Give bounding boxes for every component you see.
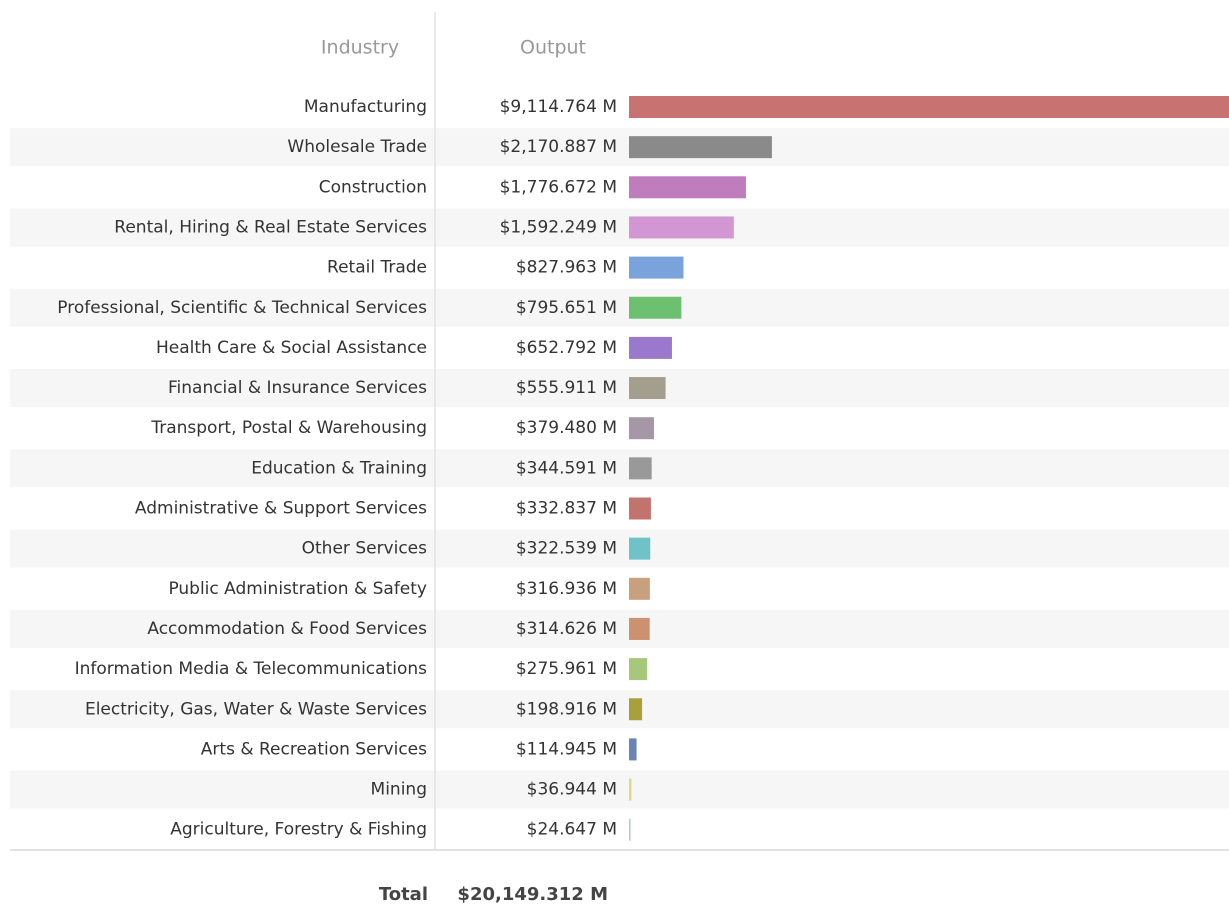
bar	[629, 457, 652, 480]
bar	[629, 417, 654, 440]
category-label: Agriculture, Forestry & Fishing	[170, 820, 427, 840]
value-header: Output	[520, 37, 586, 59]
value-label: $314.626 M	[516, 619, 617, 639]
category-label: Education & Training	[251, 458, 427, 478]
bar	[629, 738, 637, 761]
row-stripe	[10, 609, 1229, 648]
bar	[629, 537, 651, 560]
category-label: Administrative & Support Services	[135, 499, 427, 519]
category-label: Arts & Recreation Services	[201, 739, 427, 759]
bar	[629, 296, 682, 319]
category-label: Financial & Insurance Services	[168, 378, 427, 398]
row-stripe	[10, 128, 1229, 167]
bar	[629, 778, 632, 801]
bar	[629, 658, 648, 681]
category-label: Electricity, Gas, Water & Waste Services	[85, 699, 427, 719]
value-label: $24.647 M	[527, 820, 617, 840]
bar	[629, 256, 684, 279]
value-label: $2,170.887 M	[500, 137, 617, 157]
bar	[629, 698, 643, 721]
value-label: $652.792 M	[516, 338, 617, 358]
category-label: Health Care & Social Assistance	[156, 338, 427, 358]
category-label: Construction	[319, 177, 427, 197]
bar	[629, 617, 650, 640]
row-stripe	[10, 288, 1229, 327]
value-label: $344.591 M	[516, 458, 617, 478]
bar	[629, 176, 746, 199]
category-label: Information Media & Telecommunications	[75, 659, 428, 679]
value-label: $275.961 M	[516, 659, 617, 679]
value-label: $555.911 M	[516, 378, 617, 398]
value-label: $827.963 M	[516, 258, 617, 278]
value-label: $9,114.764 M	[500, 97, 617, 117]
bar	[629, 818, 631, 841]
value-label: $198.916 M	[516, 699, 617, 719]
bar	[629, 136, 772, 159]
row-stripe	[10, 369, 1229, 408]
value-label: $36.944 M	[527, 780, 617, 800]
category-label: Accommodation & Food Services	[147, 619, 427, 639]
value-label: $322.539 M	[516, 539, 617, 559]
bar	[629, 497, 651, 520]
value-label: $795.651 M	[516, 298, 617, 318]
category-label: Wholesale Trade	[287, 137, 427, 157]
category-label: Retail Trade	[327, 258, 427, 278]
value-label: $1,592.249 M	[500, 217, 617, 237]
bar	[629, 336, 672, 359]
category-label: Mining	[371, 780, 427, 800]
bar	[629, 377, 666, 400]
row-stripe	[10, 529, 1229, 568]
row-stripe	[10, 770, 1229, 809]
row-stripes	[10, 128, 1229, 809]
category-label: Other Services	[302, 539, 428, 559]
category-label: Manufacturing	[304, 97, 427, 117]
bar	[629, 216, 734, 239]
value-label: $379.480 M	[516, 418, 617, 438]
category-label: Public Administration & Safety	[168, 579, 427, 599]
category-header: Industry	[321, 37, 399, 59]
value-label: $316.936 M	[516, 579, 617, 599]
row-stripe	[10, 208, 1229, 247]
value-label: $114.945 M	[516, 739, 617, 759]
category-label: Rental, Hiring & Real Estate Services	[114, 217, 427, 237]
value-label: $1,776.672 M	[500, 177, 617, 197]
total-label: Total	[379, 884, 428, 905]
value-label: $332.837 M	[516, 499, 617, 519]
bar	[629, 577, 650, 600]
bar	[629, 96, 1229, 118]
category-label: Professional, Scientific & Technical Ser…	[57, 298, 427, 318]
row-stripe	[10, 449, 1229, 488]
row-stripe	[10, 690, 1229, 729]
total-value: $20,149.312 M	[457, 884, 608, 905]
category-label: Transport, Postal & Warehousing	[150, 418, 427, 438]
